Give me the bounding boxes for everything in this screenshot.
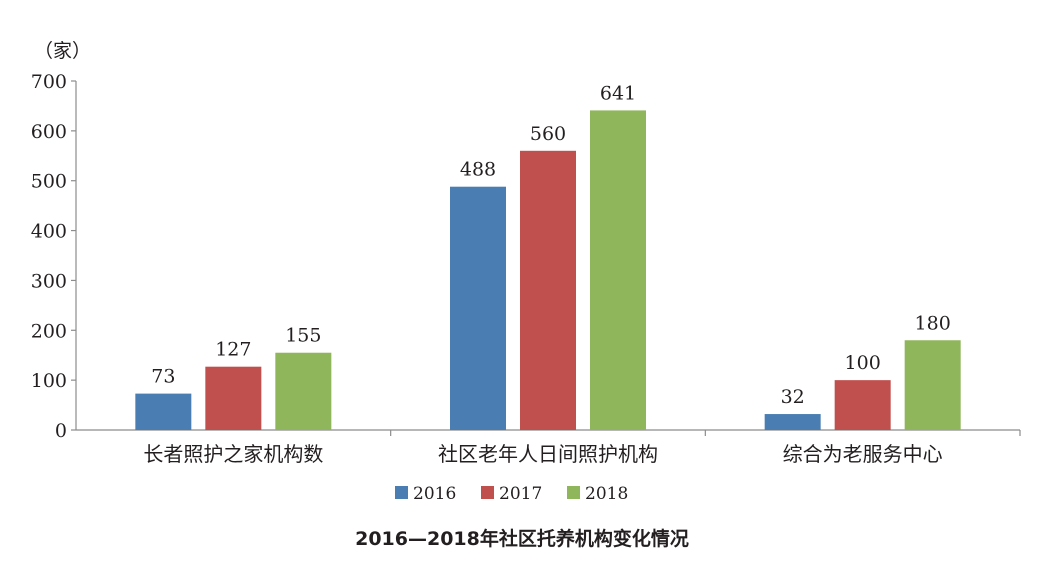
x-tick-label: 综合为老服务中心 <box>783 442 943 466</box>
y-axis-label: （家） <box>34 40 91 62</box>
y-tick-label: 200 <box>31 320 67 342</box>
bars <box>135 110 961 431</box>
data-label: 73 <box>151 366 175 388</box>
data-label: 560 <box>530 123 566 145</box>
y-tick-label: 400 <box>31 221 67 243</box>
bar <box>135 393 192 430</box>
bar <box>205 366 262 430</box>
data-label: 641 <box>600 82 636 104</box>
y-tick-label: 700 <box>31 71 67 93</box>
data-label: 180 <box>915 312 951 334</box>
bar <box>275 352 332 430</box>
bar <box>764 414 821 430</box>
x-tick-label: 社区老年人日间照护机构 <box>438 442 658 466</box>
axes: 0 100 200 300 400 500 600 700 （家） 长者照护之家机构数 社区老年人日… <box>31 40 1021 466</box>
legend: 2016 2017 2018 <box>395 484 628 504</box>
data-label: 155 <box>285 325 321 347</box>
y-tick-label: 100 <box>31 370 67 392</box>
legend-swatch <box>395 486 408 499</box>
data-labels: 73 127 155 488 560 641 32 100 180 <box>151 82 951 408</box>
legend-label: 2017 <box>499 484 542 504</box>
bar <box>450 186 506 430</box>
data-label: 127 <box>215 339 251 361</box>
legend-label: 2018 <box>585 484 628 504</box>
data-label: 100 <box>845 352 881 374</box>
bar <box>834 380 891 430</box>
y-tick-label: 300 <box>31 270 67 292</box>
bar <box>590 110 646 430</box>
legend-swatch <box>481 486 494 499</box>
y-tick-label: 500 <box>31 171 67 193</box>
bar <box>904 340 961 430</box>
data-label: 32 <box>781 386 805 408</box>
legend-label: 2016 <box>413 484 456 504</box>
y-tick-label: 0 <box>55 420 67 442</box>
data-label: 488 <box>460 159 496 181</box>
y-tick-label: 600 <box>31 121 67 143</box>
x-tick-label: 长者照护之家机构数 <box>143 442 323 466</box>
legend-swatch <box>567 486 580 499</box>
chart-title: 2016—2018年社区托养机构变化情况 <box>355 528 689 550</box>
bar <box>520 150 576 431</box>
